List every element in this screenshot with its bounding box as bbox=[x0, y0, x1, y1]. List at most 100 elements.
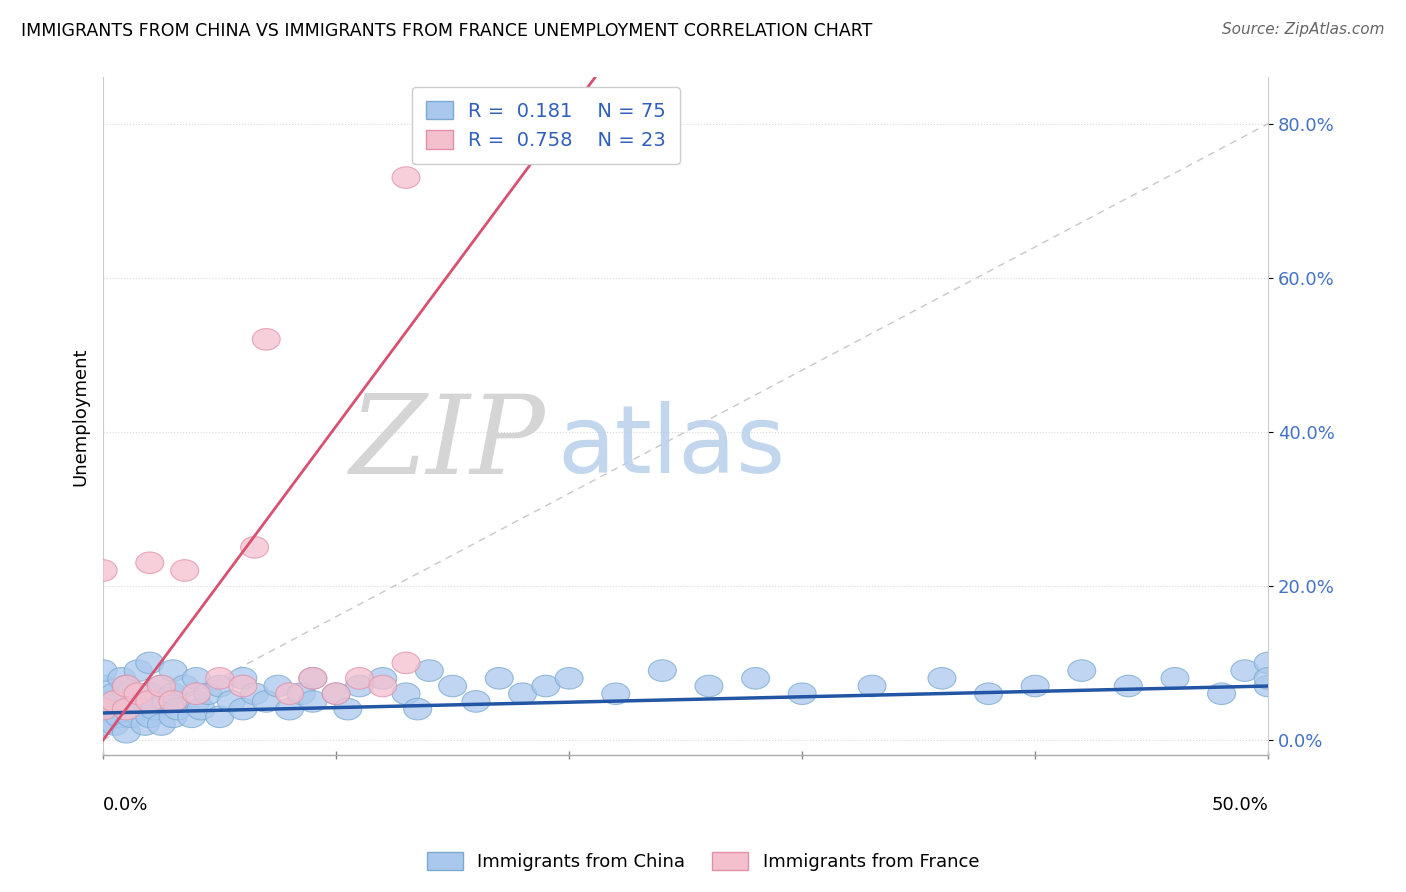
Ellipse shape bbox=[299, 667, 326, 690]
Ellipse shape bbox=[322, 683, 350, 705]
Ellipse shape bbox=[229, 667, 257, 690]
Ellipse shape bbox=[205, 675, 233, 697]
Ellipse shape bbox=[648, 660, 676, 681]
Ellipse shape bbox=[439, 675, 467, 697]
Ellipse shape bbox=[89, 559, 117, 582]
Ellipse shape bbox=[218, 690, 245, 712]
Text: 50.0%: 50.0% bbox=[1212, 796, 1268, 814]
Ellipse shape bbox=[105, 706, 134, 728]
Ellipse shape bbox=[170, 559, 198, 582]
Ellipse shape bbox=[555, 667, 583, 690]
Ellipse shape bbox=[159, 690, 187, 712]
Ellipse shape bbox=[463, 690, 489, 712]
Ellipse shape bbox=[264, 675, 292, 697]
Ellipse shape bbox=[187, 698, 215, 720]
Ellipse shape bbox=[928, 667, 956, 690]
Ellipse shape bbox=[299, 667, 326, 690]
Ellipse shape bbox=[117, 706, 145, 728]
Ellipse shape bbox=[159, 706, 187, 728]
Ellipse shape bbox=[531, 675, 560, 697]
Ellipse shape bbox=[136, 683, 163, 705]
Ellipse shape bbox=[392, 652, 420, 673]
Ellipse shape bbox=[148, 714, 176, 735]
Ellipse shape bbox=[346, 675, 374, 697]
Ellipse shape bbox=[183, 683, 211, 705]
Ellipse shape bbox=[194, 683, 222, 705]
Ellipse shape bbox=[509, 683, 537, 705]
Ellipse shape bbox=[1115, 675, 1142, 697]
Ellipse shape bbox=[741, 667, 769, 690]
Ellipse shape bbox=[124, 690, 152, 712]
Ellipse shape bbox=[276, 683, 304, 705]
Ellipse shape bbox=[141, 698, 169, 720]
Ellipse shape bbox=[101, 714, 129, 735]
Text: ZIP: ZIP bbox=[350, 390, 546, 497]
Ellipse shape bbox=[368, 675, 396, 697]
Ellipse shape bbox=[789, 683, 815, 705]
Ellipse shape bbox=[1254, 667, 1282, 690]
Ellipse shape bbox=[112, 722, 141, 743]
Ellipse shape bbox=[177, 706, 205, 728]
Ellipse shape bbox=[136, 690, 163, 712]
Ellipse shape bbox=[205, 706, 233, 728]
Ellipse shape bbox=[163, 698, 191, 720]
Ellipse shape bbox=[112, 698, 141, 720]
Ellipse shape bbox=[205, 667, 233, 690]
Ellipse shape bbox=[136, 652, 163, 673]
Ellipse shape bbox=[112, 698, 141, 720]
Ellipse shape bbox=[170, 675, 198, 697]
Ellipse shape bbox=[183, 690, 211, 712]
Ellipse shape bbox=[322, 683, 350, 705]
Ellipse shape bbox=[252, 328, 280, 351]
Ellipse shape bbox=[276, 698, 304, 720]
Ellipse shape bbox=[89, 660, 117, 681]
Ellipse shape bbox=[124, 683, 152, 705]
Ellipse shape bbox=[229, 698, 257, 720]
Y-axis label: Unemployment: Unemployment bbox=[72, 347, 89, 485]
Ellipse shape bbox=[858, 675, 886, 697]
Ellipse shape bbox=[89, 690, 117, 712]
Ellipse shape bbox=[112, 675, 141, 697]
Ellipse shape bbox=[1161, 667, 1189, 690]
Ellipse shape bbox=[974, 683, 1002, 705]
Ellipse shape bbox=[368, 667, 396, 690]
Text: IMMIGRANTS FROM CHINA VS IMMIGRANTS FROM FRANCE UNEMPLOYMENT CORRELATION CHART: IMMIGRANTS FROM CHINA VS IMMIGRANTS FROM… bbox=[21, 22, 873, 40]
Ellipse shape bbox=[1230, 660, 1258, 681]
Text: Source: ZipAtlas.com: Source: ZipAtlas.com bbox=[1222, 22, 1385, 37]
Ellipse shape bbox=[392, 683, 420, 705]
Ellipse shape bbox=[89, 698, 117, 720]
Ellipse shape bbox=[148, 675, 176, 697]
Ellipse shape bbox=[346, 667, 374, 690]
Ellipse shape bbox=[602, 683, 630, 705]
Ellipse shape bbox=[229, 675, 257, 697]
Ellipse shape bbox=[136, 706, 163, 728]
Ellipse shape bbox=[240, 537, 269, 558]
Ellipse shape bbox=[1254, 675, 1282, 697]
Ellipse shape bbox=[392, 167, 420, 188]
Ellipse shape bbox=[695, 675, 723, 697]
Ellipse shape bbox=[112, 675, 141, 697]
Legend: R =  0.181    N = 75, R =  0.758    N = 23: R = 0.181 N = 75, R = 0.758 N = 23 bbox=[412, 87, 679, 164]
Ellipse shape bbox=[183, 667, 211, 690]
Ellipse shape bbox=[89, 675, 117, 697]
Ellipse shape bbox=[148, 675, 176, 697]
Ellipse shape bbox=[131, 714, 159, 735]
Ellipse shape bbox=[101, 683, 129, 705]
Ellipse shape bbox=[101, 690, 129, 712]
Legend: Immigrants from China, Immigrants from France: Immigrants from China, Immigrants from F… bbox=[419, 846, 987, 879]
Ellipse shape bbox=[124, 660, 152, 681]
Ellipse shape bbox=[1254, 652, 1282, 673]
Ellipse shape bbox=[89, 698, 117, 720]
Ellipse shape bbox=[159, 660, 187, 681]
Ellipse shape bbox=[1021, 675, 1049, 697]
Ellipse shape bbox=[89, 714, 117, 735]
Ellipse shape bbox=[1208, 683, 1236, 705]
Ellipse shape bbox=[240, 683, 269, 705]
Ellipse shape bbox=[152, 690, 180, 712]
Ellipse shape bbox=[159, 683, 187, 705]
Ellipse shape bbox=[404, 698, 432, 720]
Ellipse shape bbox=[333, 698, 361, 720]
Ellipse shape bbox=[299, 690, 326, 712]
Text: atlas: atlas bbox=[558, 401, 786, 493]
Ellipse shape bbox=[252, 690, 280, 712]
